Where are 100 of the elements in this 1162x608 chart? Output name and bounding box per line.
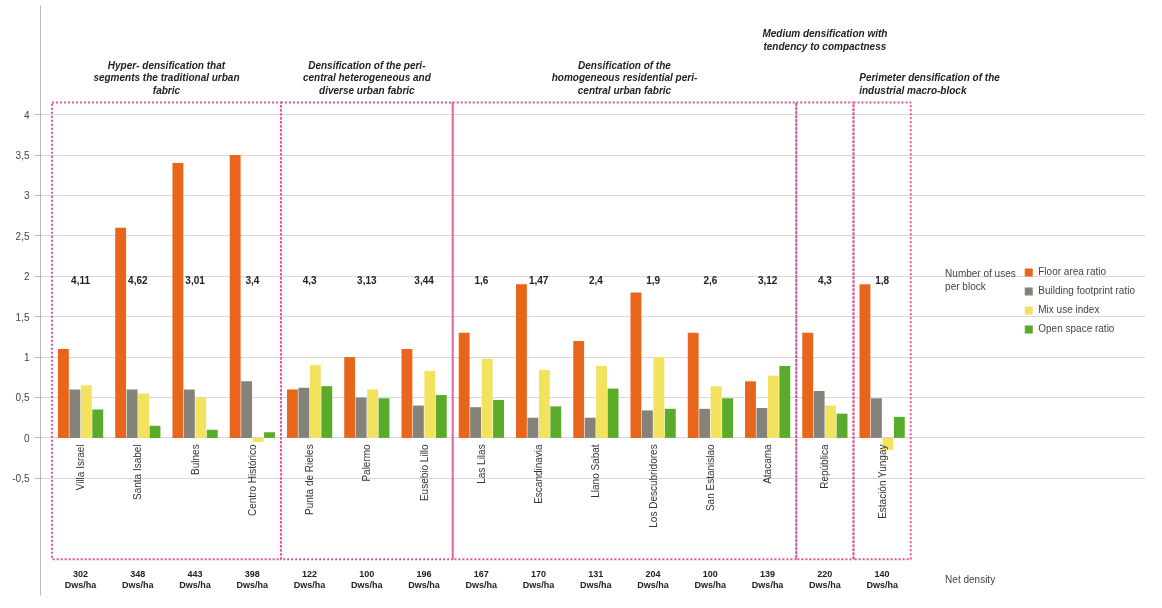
bar	[745, 381, 756, 438]
annotation: 398 Dws/ha	[236, 568, 270, 590]
bar	[664, 408, 676, 438]
x-tick-label: Punta de Rieles	[304, 444, 316, 515]
annotation: Hyper- densification that segments the traditional urban fabric	[93, 59, 240, 97]
bar	[756, 407, 768, 438]
bar	[859, 284, 871, 438]
bar	[630, 292, 642, 438]
x-tick-label: Santa Isabel	[132, 444, 144, 500]
x-tick-label: Atacama	[762, 443, 774, 484]
annotation: 3,01	[185, 275, 206, 287]
bar	[550, 406, 562, 438]
x-tick-label: Los Descubridores	[647, 444, 659, 528]
bar	[92, 409, 104, 438]
bar	[893, 416, 905, 438]
bar	[183, 389, 195, 438]
y-tick-label: 4	[23, 109, 30, 121]
annotation: 170 Dws/ha	[522, 568, 556, 590]
annotation: 1,47	[528, 275, 549, 287]
bar	[401, 348, 413, 438]
y-tick-label: -0,5	[12, 473, 30, 485]
x-tick-label: Centro Histórico	[246, 443, 258, 517]
bar	[435, 395, 447, 438]
annotation: 1,9	[646, 275, 661, 287]
y-tick-label: 0,5	[15, 392, 30, 404]
annotation: 140 Dws/ha	[866, 568, 899, 590]
x-tick-label: Bulnes	[189, 444, 201, 475]
bar	[825, 405, 837, 438]
annotation: 348 Dws/ha	[122, 568, 155, 590]
bar	[481, 358, 493, 438]
bar	[710, 386, 722, 438]
bar	[653, 357, 665, 438]
bar	[779, 365, 791, 438]
annotation: 122 Dws/ha	[293, 568, 327, 590]
annotation: 139 Dws/ha	[751, 568, 785, 590]
bar	[699, 408, 711, 438]
annotation: Medium densification with tendency to compactness	[762, 27, 888, 52]
bar	[584, 417, 596, 438]
y-tick-label: 3,5	[15, 150, 30, 162]
x-tick-label: Escandinavia	[533, 443, 545, 504]
bar	[195, 397, 207, 438]
bar	[149, 425, 161, 438]
annotation: 3,4	[245, 275, 260, 287]
bar	[138, 393, 149, 438]
annotation: 204 Dws/ha	[637, 568, 670, 590]
bar	[298, 387, 310, 438]
x-tick-label: República	[819, 443, 831, 489]
annotation: 1,6	[474, 275, 489, 287]
bar	[286, 389, 298, 438]
bar	[172, 163, 184, 438]
bar	[596, 365, 608, 438]
x-tick-label: San Estanislao	[704, 443, 716, 512]
y-tick-label: 1	[23, 352, 30, 364]
bar	[538, 370, 550, 438]
annotation: 443 Dws/ha	[179, 568, 212, 590]
bar	[321, 386, 333, 438]
annotation: 220 Dws/ha	[809, 568, 842, 590]
bar	[126, 389, 138, 438]
bar	[607, 388, 619, 438]
y-tick-label: 2,5	[15, 230, 30, 242]
annotation: 2,6	[703, 275, 718, 287]
x-tick-label: Eusebio Lillo	[418, 443, 430, 502]
bar	[80, 385, 92, 438]
bar	[57, 348, 69, 438]
legend-label: Floor area ratio	[1038, 266, 1107, 277]
x-tick-label: Llano Sabat	[590, 444, 602, 498]
bar	[802, 332, 814, 438]
y-tick-label: 3	[23, 190, 30, 202]
annotation: 3,12	[757, 275, 778, 287]
bar	[493, 399, 504, 438]
x-tick-label: Villa Israel	[75, 444, 87, 491]
legend-label: Open space ratio	[1038, 323, 1115, 334]
x-tick-label: Las Lilas	[475, 444, 487, 484]
legend-label: Building footprint ratio	[1038, 285, 1135, 296]
annotation: 196 Dws/ha	[408, 568, 441, 590]
y-tick-label: 1,5	[15, 311, 30, 323]
bar	[424, 370, 436, 438]
bar	[378, 398, 390, 438]
x-tick-label: Palermo	[361, 443, 373, 482]
annotation: 100 Dws/ha	[351, 568, 384, 590]
legend-label: Mix use index	[1038, 304, 1100, 315]
annotation: 3,44	[414, 275, 435, 287]
annotation: 4,3	[302, 275, 317, 287]
bar	[470, 407, 482, 438]
bar	[641, 410, 653, 438]
annotation: Densification of the homogeneous residential peri-central urban fabric	[551, 59, 698, 97]
bar	[722, 398, 733, 438]
y-tick-label: 2	[23, 271, 30, 283]
bar	[813, 391, 825, 438]
annotation: 167 Dws/ha	[465, 568, 499, 590]
bar	[870, 398, 882, 438]
bar	[687, 332, 699, 438]
bar	[573, 340, 585, 438]
annotation: Perimeter densification of the industrial macro-block	[859, 72, 1001, 97]
bar	[206, 429, 218, 438]
bar	[309, 365, 321, 438]
bar	[767, 375, 779, 438]
bar	[241, 381, 253, 438]
bar	[115, 227, 127, 438]
annotation: 131 Dws/ha	[580, 568, 613, 590]
